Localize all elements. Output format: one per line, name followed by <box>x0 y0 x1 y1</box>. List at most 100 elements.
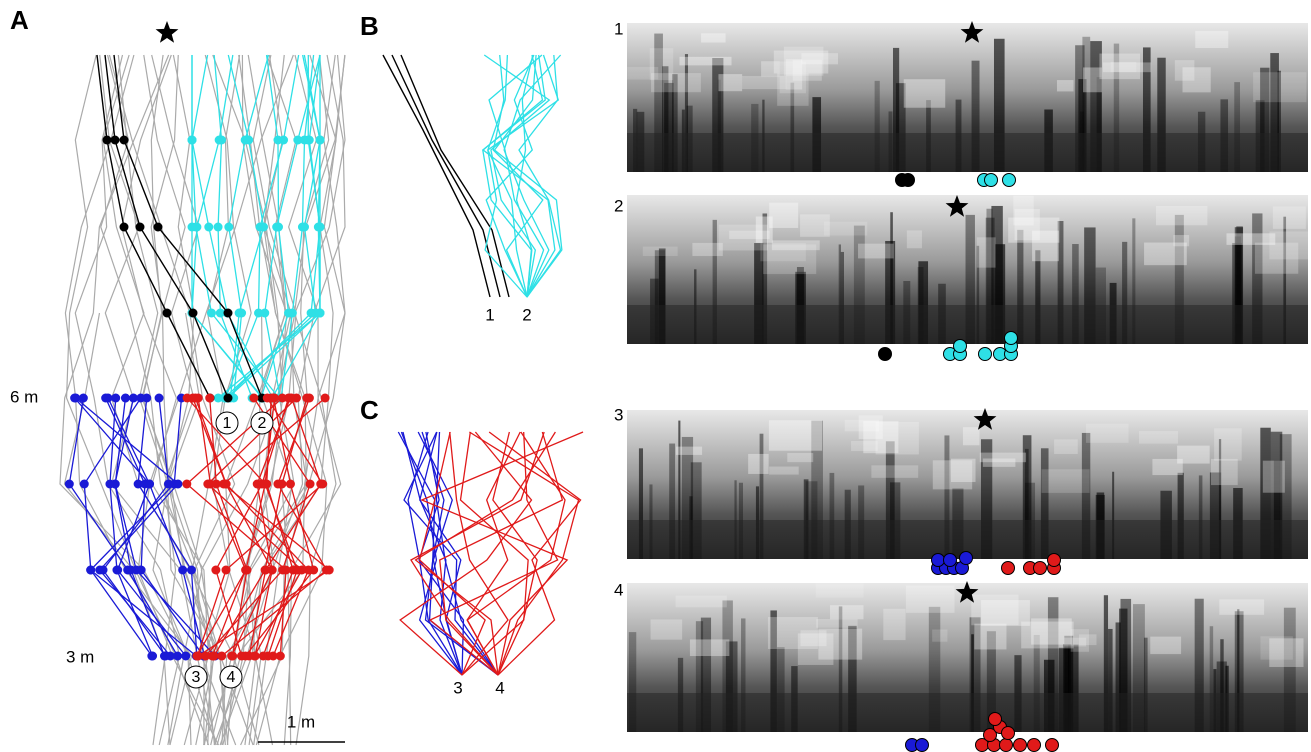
dot <box>188 308 198 318</box>
tree <box>1177 472 1184 559</box>
dot <box>135 222 145 232</box>
trajectory <box>194 397 310 657</box>
trajectory <box>63 312 171 746</box>
foliage <box>1102 62 1152 73</box>
dot <box>209 651 219 661</box>
tree <box>1113 43 1120 173</box>
trajectory <box>414 431 556 676</box>
foliage <box>689 639 730 657</box>
dot <box>215 308 225 318</box>
dot <box>293 135 303 145</box>
tree <box>1283 607 1296 732</box>
dot <box>178 565 188 575</box>
tree <box>770 610 777 732</box>
foliage <box>830 605 864 620</box>
tree <box>1078 79 1087 172</box>
scale-label: 1 m <box>287 712 315 731</box>
foliage <box>1195 30 1229 49</box>
dot <box>205 393 215 403</box>
tree <box>658 248 666 344</box>
dot <box>915 738 929 752</box>
goal-star <box>955 581 979 603</box>
trajectory <box>482 54 546 298</box>
tree <box>885 240 896 344</box>
trajectory <box>400 54 510 298</box>
foliage <box>627 66 659 80</box>
tree <box>1277 70 1281 172</box>
tree <box>838 244 841 344</box>
foliage <box>976 237 996 268</box>
foliage <box>981 600 1030 626</box>
tree <box>759 433 764 559</box>
dot <box>285 479 295 489</box>
tree <box>993 38 1005 173</box>
foliage <box>761 61 780 77</box>
dot <box>304 135 314 145</box>
dot <box>79 479 89 489</box>
dot <box>188 393 198 403</box>
dot <box>237 308 247 318</box>
foliage <box>1021 621 1074 649</box>
foliage <box>903 79 946 108</box>
dot <box>943 553 957 567</box>
tree <box>654 33 663 172</box>
endpoint-label: 4 <box>495 678 504 697</box>
foliage <box>1064 637 1087 647</box>
tree <box>1283 216 1287 344</box>
dot <box>163 479 173 489</box>
trajectory <box>283 54 342 746</box>
dot <box>221 479 231 489</box>
tree <box>1084 227 1096 344</box>
tree <box>1142 47 1151 173</box>
tree <box>1103 595 1109 732</box>
dot <box>227 651 237 661</box>
tree <box>754 243 764 344</box>
tree <box>811 420 823 559</box>
foliage <box>1070 629 1089 652</box>
height-label: 3 m <box>66 647 94 666</box>
tree <box>1040 448 1049 559</box>
foliage <box>982 458 1016 467</box>
foliage <box>1138 431 1178 444</box>
dot <box>249 393 259 403</box>
tree <box>1220 639 1224 732</box>
foliage <box>785 59 803 90</box>
foliage <box>650 619 683 640</box>
tree <box>1270 431 1283 559</box>
marker-circle <box>215 411 239 435</box>
dot <box>252 479 262 489</box>
trajectory <box>492 431 538 676</box>
foliage <box>815 583 864 598</box>
dot <box>173 479 183 489</box>
foliage <box>649 48 674 81</box>
dot <box>211 479 221 489</box>
tree <box>662 66 669 172</box>
foliage <box>1254 242 1299 274</box>
tree <box>681 436 694 559</box>
dot <box>78 393 88 403</box>
marker-label: 3 <box>192 669 201 686</box>
foliage <box>797 633 834 665</box>
tree <box>741 618 746 732</box>
tree <box>874 80 880 172</box>
dot <box>224 222 234 232</box>
dot <box>213 393 223 403</box>
foliage <box>979 452 1027 463</box>
tree <box>1033 634 1040 732</box>
tree <box>1072 244 1079 344</box>
trajectory <box>107 397 206 657</box>
tree <box>918 261 929 344</box>
foliage <box>773 50 829 74</box>
foliage <box>755 216 773 243</box>
dot <box>320 393 330 403</box>
dot <box>281 565 291 575</box>
dot <box>878 347 892 361</box>
dot <box>237 651 247 661</box>
foliage <box>858 243 894 259</box>
view-label: 3 <box>614 405 623 424</box>
dot <box>217 135 227 145</box>
foliage <box>1014 209 1040 241</box>
dot <box>262 393 272 403</box>
tree <box>684 54 689 172</box>
trajectory <box>439 431 564 676</box>
